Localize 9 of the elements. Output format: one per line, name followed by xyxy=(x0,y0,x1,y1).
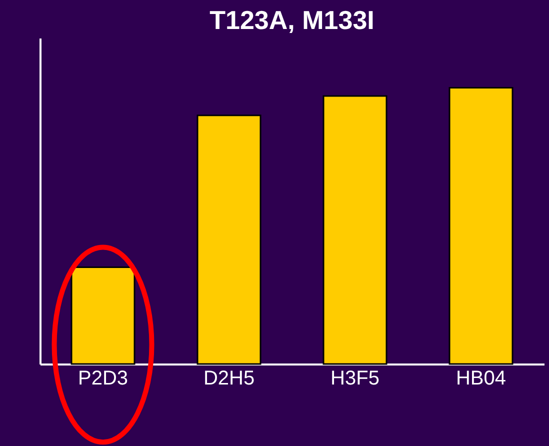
x-tick-label: HB04 xyxy=(456,368,506,390)
bar xyxy=(70,266,136,365)
x-tick-label: P2D3 xyxy=(78,368,128,390)
chart-title: T123A, M133I xyxy=(210,5,374,35)
x-tick-label: D2H5 xyxy=(203,368,255,390)
x-tick-label: H3F5 xyxy=(330,368,380,390)
bar xyxy=(322,95,388,365)
bar xyxy=(448,86,514,365)
bar xyxy=(196,114,262,365)
